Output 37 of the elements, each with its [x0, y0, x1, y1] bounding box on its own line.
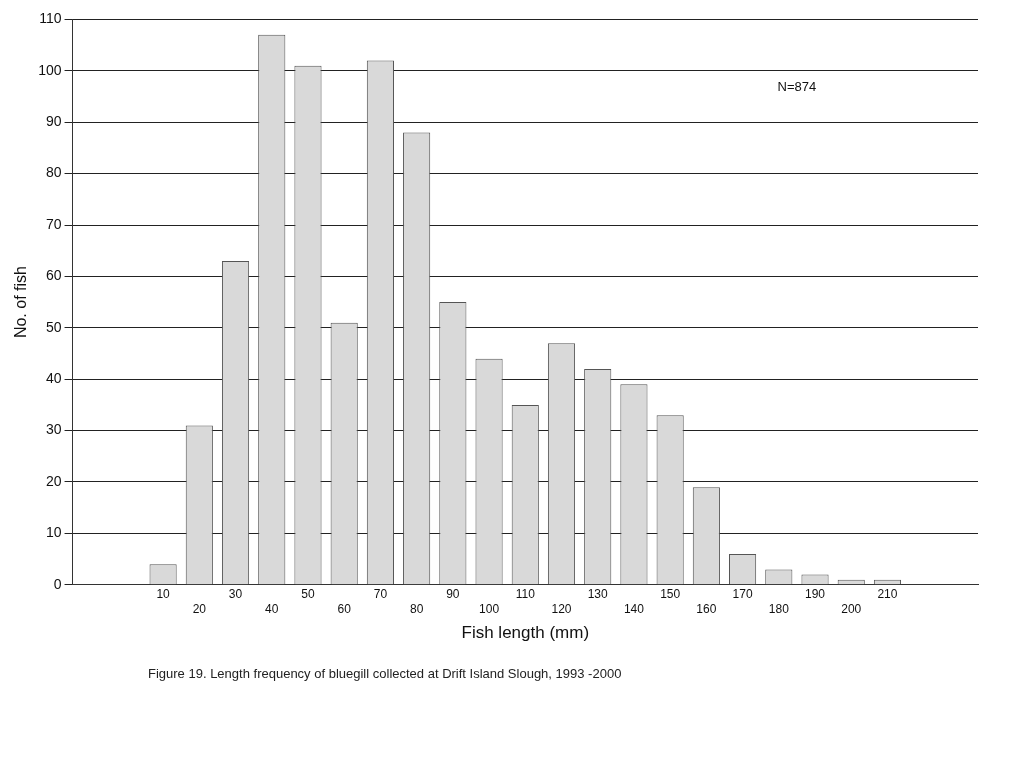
- x-tick-label: 100: [479, 601, 500, 616]
- y-tick-label: 80: [45, 164, 62, 181]
- x-tick-label: 170: [732, 587, 753, 602]
- x-tick-label: 200: [841, 601, 862, 616]
- y-tick-label: 40: [45, 370, 62, 387]
- y-tick-label: 70: [45, 215, 62, 232]
- x-tick-label: 160: [696, 601, 717, 616]
- y-tick-label: 60: [45, 267, 62, 284]
- y-tick-label: 110: [39, 10, 62, 27]
- x-tick-label: 50: [301, 587, 315, 602]
- x-tick-label: 190: [805, 587, 826, 602]
- y-axis-title: No. of fish: [12, 266, 30, 339]
- y-tick-label: 30: [45, 421, 62, 438]
- caption: Figure 19. Length frequency of bluegill collected at Drift Island Slough, 1993 -2000: [147, 666, 623, 681]
- x-tick-label: 180: [768, 601, 790, 616]
- x-tick-label: 90: [446, 587, 460, 602]
- x-tick-label: 40: [265, 601, 279, 616]
- x-tick-label: 150: [660, 587, 681, 602]
- x-tick-label: 120: [551, 601, 572, 616]
- x-tick-label: 130: [587, 587, 609, 602]
- x-tick-label: 10: [156, 587, 171, 602]
- x-tick-label: 80: [409, 601, 424, 616]
- y-tick-label: 100: [38, 61, 62, 78]
- y-tick-label: 20: [45, 472, 62, 489]
- x-tick-label: 210: [877, 587, 898, 602]
- x-tick-label: 110: [515, 587, 536, 602]
- y-tick-label: 0: [53, 575, 62, 592]
- y-tick-label: 50: [45, 318, 62, 335]
- annotation: N=874: [777, 78, 817, 94]
- y-tick-label: 90: [45, 113, 62, 130]
- x-tick-label: 20: [192, 601, 207, 616]
- x-tick-label: 60: [337, 601, 352, 616]
- x-axis-title: Fish length (mm): [461, 623, 590, 643]
- x-tick-label: 140: [623, 601, 645, 616]
- x-tick-label: 70: [373, 587, 388, 602]
- x-tick-label: 30: [228, 587, 243, 602]
- y-tick-label: 10: [45, 524, 62, 541]
